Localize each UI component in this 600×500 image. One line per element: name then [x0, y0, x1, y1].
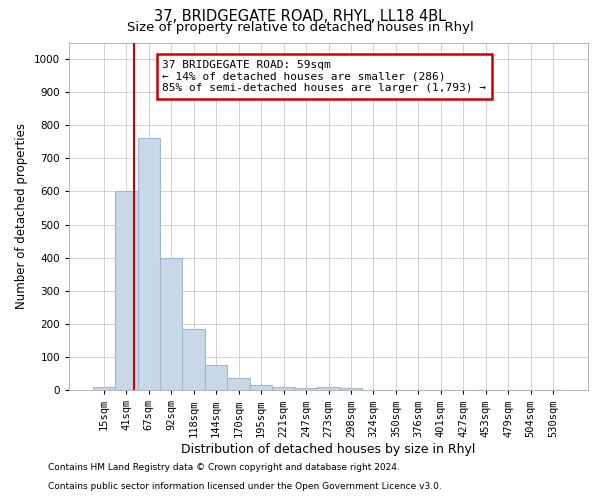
Bar [227, 378, 250, 390]
Text: 37 BRIDGEGATE ROAD: 59sqm
← 14% of detached houses are smaller (286)
85% of semi: 37 BRIDGEGATE ROAD: 59sqm ← 14% of detac… [163, 60, 487, 93]
Text: 37, BRIDGEGATE ROAD, RHYL, LL18 4BL: 37, BRIDGEGATE ROAD, RHYL, LL18 4BL [154, 9, 446, 24]
Bar [340, 388, 362, 390]
Bar [160, 258, 182, 390]
Bar [205, 365, 227, 390]
Bar [295, 388, 317, 390]
Bar [182, 329, 205, 390]
Y-axis label: Number of detached properties: Number of detached properties [15, 123, 28, 309]
Bar [272, 386, 295, 390]
Text: Contains public sector information licensed under the Open Government Licence v3: Contains public sector information licen… [48, 482, 442, 491]
Bar [250, 385, 272, 390]
Text: Contains HM Land Registry data © Crown copyright and database right 2024.: Contains HM Land Registry data © Crown c… [48, 464, 400, 472]
Text: Size of property relative to detached houses in Rhyl: Size of property relative to detached ho… [127, 21, 473, 34]
Bar [92, 386, 115, 390]
Bar [115, 192, 137, 390]
X-axis label: Distribution of detached houses by size in Rhyl: Distribution of detached houses by size … [181, 444, 476, 456]
Bar [137, 138, 160, 390]
Bar [317, 386, 340, 390]
